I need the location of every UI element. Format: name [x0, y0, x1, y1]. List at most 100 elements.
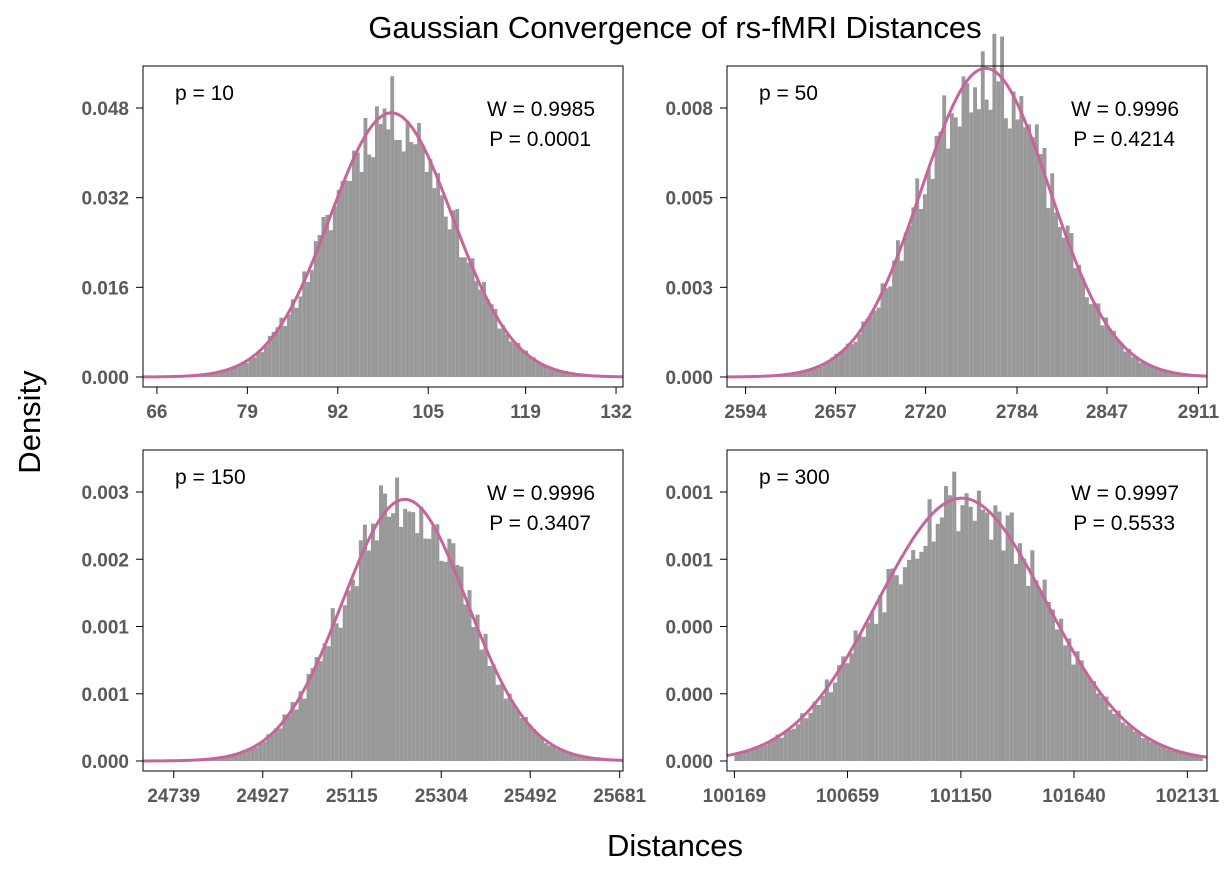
x-tick-label: 66: [146, 402, 167, 423]
histogram-bar: [946, 148, 950, 377]
histogram-bar: [344, 180, 349, 377]
histogram-bar: [485, 299, 490, 377]
histogram-bar: [325, 214, 330, 377]
histogram-bar: [475, 614, 480, 761]
histogram-bar: [535, 362, 540, 377]
histogram-bar: [1146, 363, 1151, 377]
histogram-bar: [355, 152, 360, 377]
histogram-bar: [1104, 696, 1109, 761]
histogram-bar: [313, 241, 318, 377]
shapiro-w-stat: W = 0.9985: [487, 98, 595, 121]
y-tick-label: 0.003: [665, 278, 713, 299]
histogram-bar: [489, 304, 494, 377]
histogram-bar: [1007, 128, 1012, 377]
histogram-bar: [935, 523, 940, 761]
histogram-bar: [321, 216, 326, 377]
histogram-bar: [1120, 722, 1125, 761]
histogram-bar: [1133, 731, 1138, 761]
histogram-bar: [939, 517, 944, 761]
histogram-bar: [902, 567, 907, 761]
histogram-bar: [560, 750, 565, 761]
x-tick-label: 101150: [930, 786, 992, 807]
histogram-bar: [980, 51, 985, 377]
histogram-bar: [1000, 36, 1004, 378]
histogram-bar: [254, 747, 259, 761]
histogram-bar: [1169, 372, 1174, 377]
y-tick-label: 0.001: [665, 550, 713, 571]
histogram-bar: [338, 627, 343, 761]
histogram-bar: [849, 653, 854, 761]
histogram-bar: [896, 240, 900, 377]
histogram-bar: [283, 325, 287, 377]
histogram-bar: [1142, 362, 1147, 377]
histogram-bar: [1026, 585, 1031, 761]
histogram-bar: [816, 704, 821, 761]
histogram-bar: [233, 367, 238, 377]
shapiro-p-value: P = 0.3407: [489, 512, 591, 535]
plot-frame: [142, 449, 624, 772]
histogram-bar: [386, 129, 391, 377]
histogram-bar: [1023, 127, 1028, 377]
histogram-bar: [952, 471, 957, 761]
panel-label: p = 300: [759, 466, 830, 489]
histogram-bar: [463, 604, 468, 761]
x-tick-label: 2594: [724, 402, 767, 423]
histogram-bar: [845, 343, 850, 377]
histogram-bar: [911, 207, 916, 377]
histogram-bar: [1054, 212, 1058, 377]
histogram-bar: [371, 157, 375, 377]
histogram-bar: [1005, 515, 1010, 761]
histogram-bar: [455, 209, 460, 377]
histogram-bar: [919, 551, 924, 761]
x-axis-title: Distances: [607, 828, 743, 863]
histogram-bar: [886, 568, 891, 761]
histogram-bar: [1119, 342, 1124, 377]
histogram-bar: [287, 314, 291, 377]
histogram-bar: [915, 558, 920, 761]
histogram-bar: [558, 371, 563, 377]
histogram-bar: [824, 679, 829, 761]
histogram-bar: [336, 189, 341, 377]
histogram-bar: [282, 714, 287, 761]
histogram-bar: [1123, 351, 1128, 377]
histogram-bar: [1112, 330, 1116, 377]
histogram-bar: [516, 343, 521, 377]
histogram-bar: [378, 485, 383, 761]
histogram-bar: [302, 271, 307, 377]
histogram-bar: [927, 499, 932, 761]
histogram-bar: [894, 575, 899, 761]
histogram-bar: [1141, 738, 1146, 761]
histogram-bar: [318, 661, 323, 761]
histogram-bar: [1115, 339, 1120, 377]
histogram-bar: [524, 350, 529, 377]
histogram-bar: [459, 566, 464, 761]
histogram-bar: [1065, 225, 1070, 377]
histogram-bar: [374, 540, 379, 761]
histogram-bar: [218, 371, 222, 377]
x-tick-label: 79: [237, 402, 258, 423]
histogram-bar: [767, 741, 772, 761]
histogram-bar: [401, 151, 406, 377]
histogram-bar: [1027, 124, 1031, 378]
histogram-bar: [535, 733, 540, 761]
histogram-bar: [455, 564, 460, 761]
histogram-bar: [570, 373, 574, 377]
histogram-bar: [1017, 543, 1023, 761]
y-tick-label: 0.000: [665, 752, 713, 773]
histogram-bar: [808, 712, 813, 761]
histogram-bar: [447, 538, 452, 761]
histogram-bar: [470, 258, 475, 377]
histogram-bar: [1015, 119, 1020, 377]
histogram-bar: [1088, 304, 1093, 377]
histogram-bar: [841, 656, 846, 761]
shapiro-p-value: P = 0.5533: [1073, 512, 1175, 535]
histogram-bar: [252, 357, 257, 377]
histogram-bar: [734, 754, 739, 761]
histogram-bar: [440, 195, 444, 377]
histogram-bar: [1166, 371, 1170, 377]
histogram-bar: [1050, 609, 1055, 761]
histogram-bar: [310, 668, 315, 761]
chart-panel-4: 100169 100659 101150 101640 102131 0.000 0.000…: [665, 449, 1220, 807]
histogram-bar: [1091, 681, 1097, 761]
histogram-bar: [424, 171, 429, 377]
